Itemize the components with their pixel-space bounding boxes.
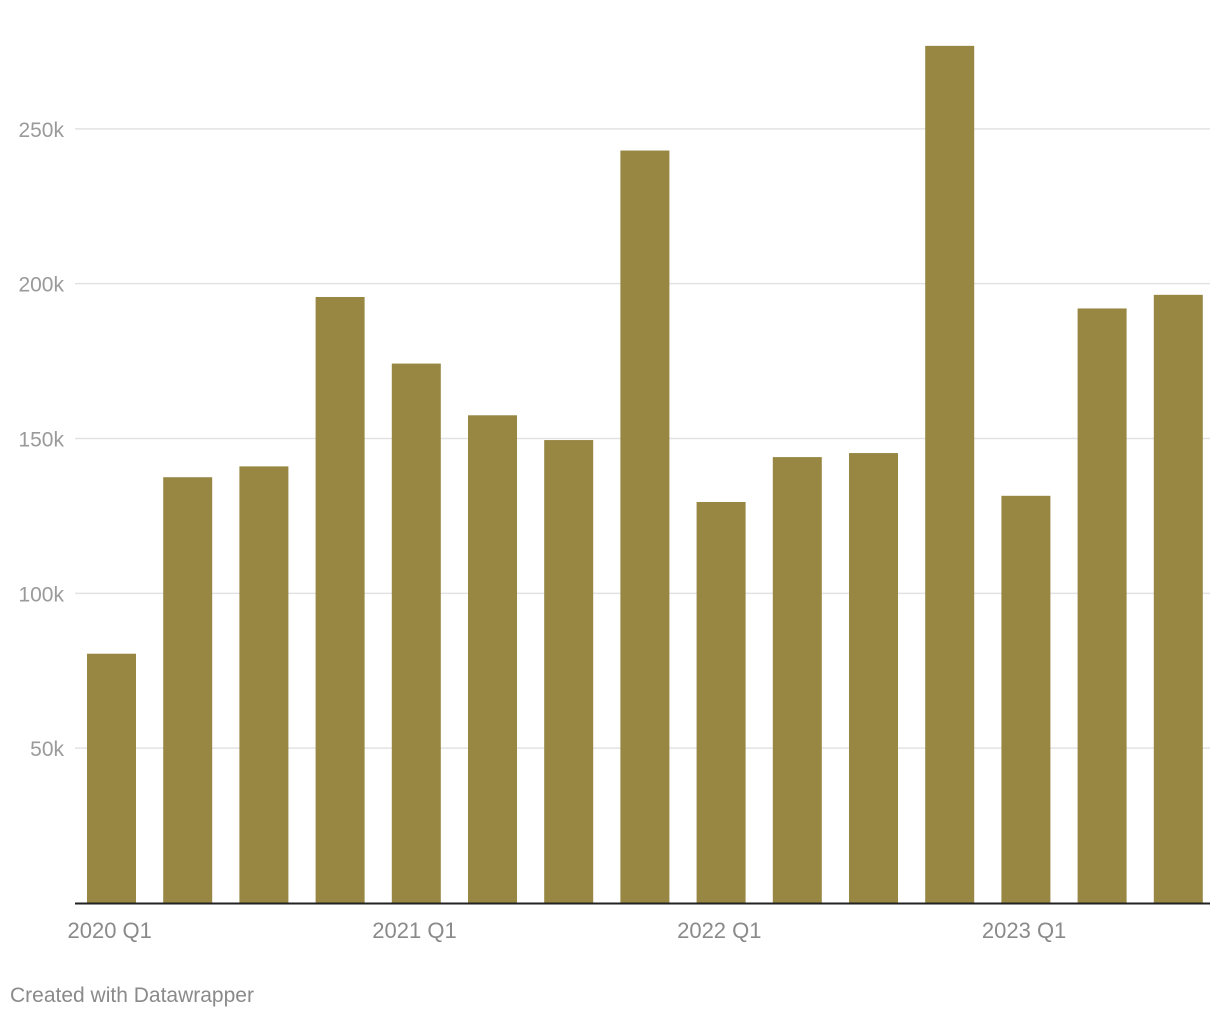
x-tick-label: 2021 Q1	[372, 918, 456, 943]
bar	[849, 453, 898, 903]
y-tick-label: 250k	[18, 119, 64, 142]
y-axis-tick-labels: 50k 100k 150k 200k 250k	[18, 119, 64, 761]
bar	[1153, 294, 1203, 903]
bars	[87, 45, 1203, 904]
bar	[87, 653, 136, 903]
bar	[544, 440, 594, 903]
x-tick-label: 2022 Q1	[677, 918, 761, 943]
bar	[163, 477, 213, 903]
bar	[772, 457, 822, 903]
x-tick-label: 2023 Q1	[982, 918, 1066, 943]
bar	[1001, 495, 1051, 903]
x-tick-label: 2020 Q1	[68, 918, 152, 943]
bar	[315, 296, 365, 904]
chart-canvas: 50k 100k 150k 200k 250k 2020 Q1 2021 Q1 2022 Q…	[18, 45, 1210, 943]
x-axis-tick-labels: 2020 Q1 2021 Q1 2022 Q1 2023 Q1	[68, 918, 1067, 943]
bar	[1077, 308, 1127, 904]
bar	[620, 150, 670, 904]
y-tick-label: 150k	[18, 429, 64, 452]
bar	[925, 45, 975, 903]
bar	[468, 415, 517, 903]
bar	[239, 466, 289, 903]
y-tick-label: 100k	[18, 583, 64, 606]
bar	[391, 363, 441, 903]
y-tick-label: 50k	[30, 738, 64, 761]
bar	[696, 501, 746, 903]
footer-credit: Created with Datawrapper	[10, 984, 254, 1007]
y-tick-label: 200k	[18, 274, 64, 297]
